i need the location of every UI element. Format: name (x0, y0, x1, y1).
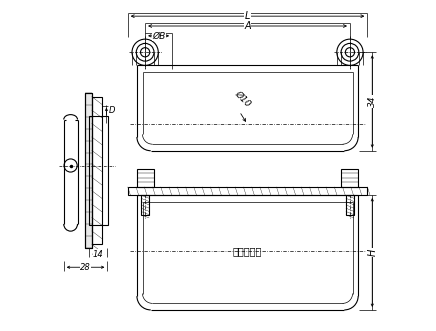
Text: 28: 28 (80, 263, 91, 272)
Text: Ø10: Ø10 (233, 88, 252, 108)
Text: （已翻转）: （已翻转） (233, 246, 262, 256)
Text: A: A (244, 21, 251, 31)
Bar (141, 195, 149, 215)
Bar (128, 187, 368, 195)
Bar (346, 195, 354, 215)
Bar (92, 97, 102, 244)
Text: 34: 34 (368, 96, 377, 107)
Bar (85, 93, 92, 248)
Bar (136, 169, 153, 187)
Text: ØB: ØB (152, 31, 165, 40)
Text: 14: 14 (93, 250, 104, 259)
Text: L: L (245, 11, 250, 21)
Text: H: H (367, 249, 377, 256)
Bar (85, 93, 92, 248)
Text: D: D (109, 106, 116, 115)
Bar (341, 169, 358, 187)
Bar (89, 116, 108, 224)
